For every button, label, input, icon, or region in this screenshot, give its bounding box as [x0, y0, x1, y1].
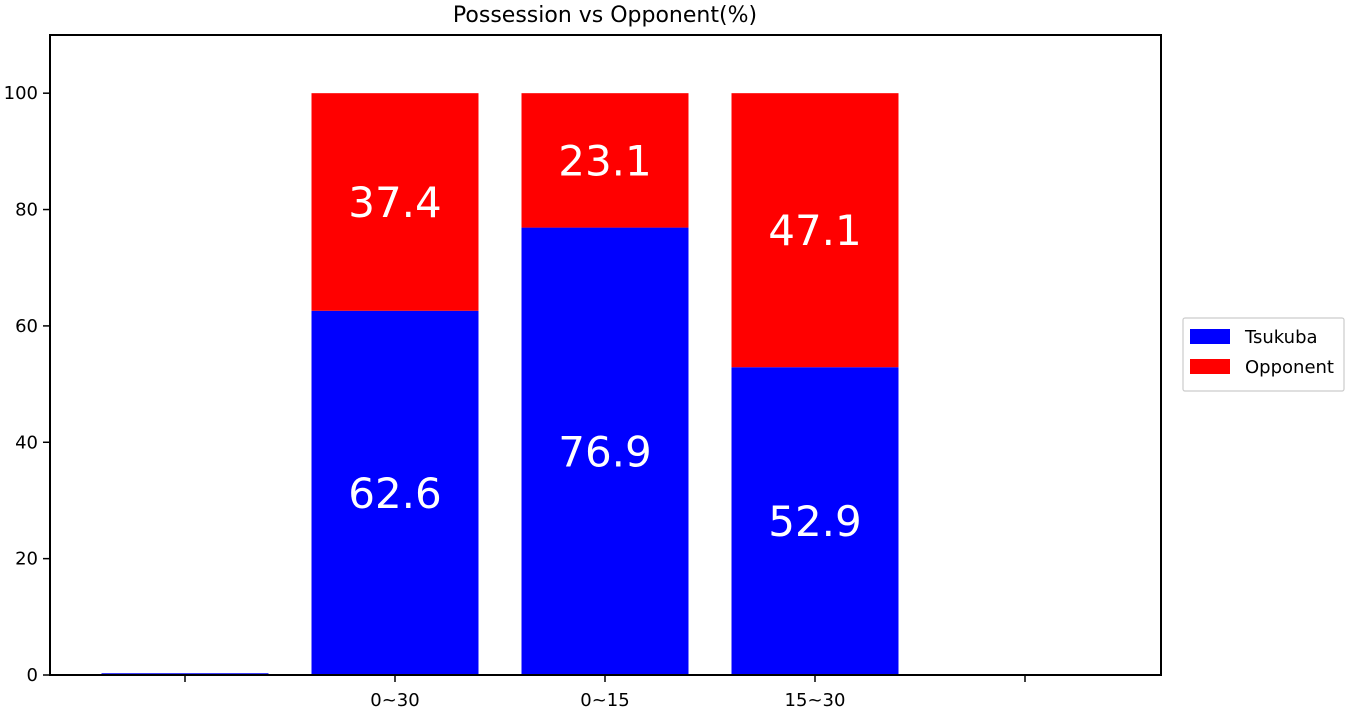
y-tick-label-20: 20: [15, 549, 38, 570]
bar-tsukuba-2: [521, 227, 689, 675]
x-axis: 0~30 0~15 15~30: [184, 675, 1026, 711]
y-tick-label-80: 80: [15, 200, 38, 221]
bar-opponent-2: [521, 93, 689, 228]
legend-label-opponent: Opponent: [1245, 357, 1334, 378]
legend-swatch-opponent: [1190, 359, 1230, 374]
y-tick-label-40: 40: [15, 432, 38, 453]
data-label-tsukuba-3: 52.9: [768, 497, 862, 546]
bar-tsukuba-3: [731, 367, 899, 675]
y-tick-label-100: 100: [4, 83, 38, 104]
y-axis: 0 20 40 60 80 100: [4, 83, 50, 686]
y-tick-label-60: 60: [15, 316, 38, 337]
data-label-opponent-3: 47.1: [768, 206, 862, 255]
bar-tsukuba-1: [311, 310, 479, 675]
legend-label-tsukuba: Tsukuba: [1244, 327, 1318, 348]
data-label-opponent-2: 23.1: [558, 136, 652, 185]
data-label-tsukuba-2: 76.9: [558, 427, 652, 476]
legend-swatch-tsukuba: [1190, 329, 1230, 344]
chart-title: Possession vs Opponent(%): [453, 3, 757, 28]
data-label-opponent-1: 37.4: [348, 178, 442, 227]
x-tick-label-3: 15~30: [785, 690, 846, 711]
x-tick-label-1: 0~30: [370, 690, 419, 711]
x-tick-label-2: 0~15: [580, 690, 629, 711]
bars-group: [101, 93, 899, 675]
legend: Tsukuba Opponent: [1182, 317, 1345, 392]
data-label-tsukuba-1: 62.6: [348, 469, 442, 518]
bar-opponent-1: [311, 93, 479, 311]
data-labels-group: 62.6 37.4 76.9 23.1 52.9 47.1: [348, 136, 862, 546]
y-tick-label-0: 0: [27, 665, 38, 686]
bar-opponent-3: [731, 93, 899, 368]
